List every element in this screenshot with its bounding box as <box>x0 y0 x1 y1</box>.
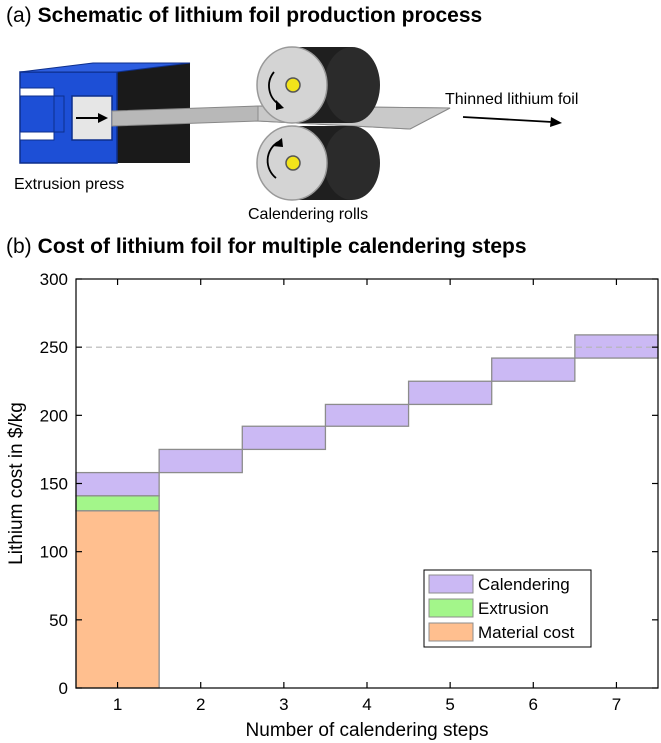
legend-label-calendering: Calendering <box>478 575 570 594</box>
extrusion-press-label: Extrusion press <box>14 176 124 193</box>
y-tick-label: 150 <box>40 475 68 494</box>
x-tick-label: 1 <box>113 695 122 714</box>
bar-calendering-6 <box>491 357 576 382</box>
bar-calendering-5 <box>407 380 493 406</box>
panel-a-title: (a) Schematic of lithium foil production … <box>6 4 482 28</box>
x-tick-label: 5 <box>445 695 454 714</box>
panel-a-tag: (a) <box>6 4 32 27</box>
y-tick-label: 50 <box>49 611 68 630</box>
panel-b-tag: (b) <box>6 235 32 258</box>
panel-b-title: (b) Cost of lithium foil for multiple cal… <box>6 235 527 259</box>
calendering-roll-icon <box>256 46 380 124</box>
x-tick-label: 4 <box>362 695 371 714</box>
legend-swatch-material-cost <box>428 622 474 642</box>
legend-label-extrusion: Extrusion <box>478 599 549 618</box>
bars-layer <box>75 334 659 689</box>
y-tick-label: 300 <box>40 270 68 289</box>
production-schematic: Extrusion press Calendering rolls Thinne… <box>14 46 578 223</box>
panel-b-heading: Cost of lithium foil for multiple calend… <box>37 235 527 258</box>
bar-calendering-4 <box>324 403 410 427</box>
x-tick-label: 2 <box>196 695 205 714</box>
legend: Calendering Extrusion Material cost <box>423 569 592 648</box>
x-tick-label: 6 <box>529 695 538 714</box>
x-tick-label: 3 <box>279 695 288 714</box>
x-axis: 1 2 3 4 5 6 7 <box>113 279 621 714</box>
y-tick-label: 100 <box>40 543 68 562</box>
thinned-foil-label: Thinned lithium foil <box>445 91 578 108</box>
y-tick-label: 200 <box>40 406 68 425</box>
legend-label-material-cost: Material cost <box>478 623 575 642</box>
bar-calendering-7 <box>574 334 659 359</box>
y-tick-label: 250 <box>40 338 68 357</box>
x-tick-label: 7 <box>612 695 621 714</box>
bar-material-cost-1 <box>75 510 160 689</box>
calendering-roll-icon <box>256 125 380 201</box>
extrusion-press-icon <box>19 62 191 164</box>
legend-swatch-calendering <box>428 574 474 594</box>
calendering-rolls-label: Calendering rolls <box>248 206 368 223</box>
legend-swatch-extrusion <box>428 598 474 618</box>
bar-calendering-1 <box>75 471 160 497</box>
bar-calendering-2 <box>158 448 243 474</box>
y-tick-label: 0 <box>59 679 68 698</box>
bar-calendering-3 <box>241 425 327 451</box>
x-axis-label: Number of calendering steps <box>246 720 489 741</box>
y-axis-label: Lithium cost in $/kg <box>6 402 27 565</box>
panel-a-heading: Schematic of lithium foil production pro… <box>37 4 483 27</box>
direction-arrow-icon <box>462 116 562 127</box>
y-axis: 0 50 100 150 200 250 300 <box>40 270 658 698</box>
bar-extrusion-1 <box>75 495 160 512</box>
